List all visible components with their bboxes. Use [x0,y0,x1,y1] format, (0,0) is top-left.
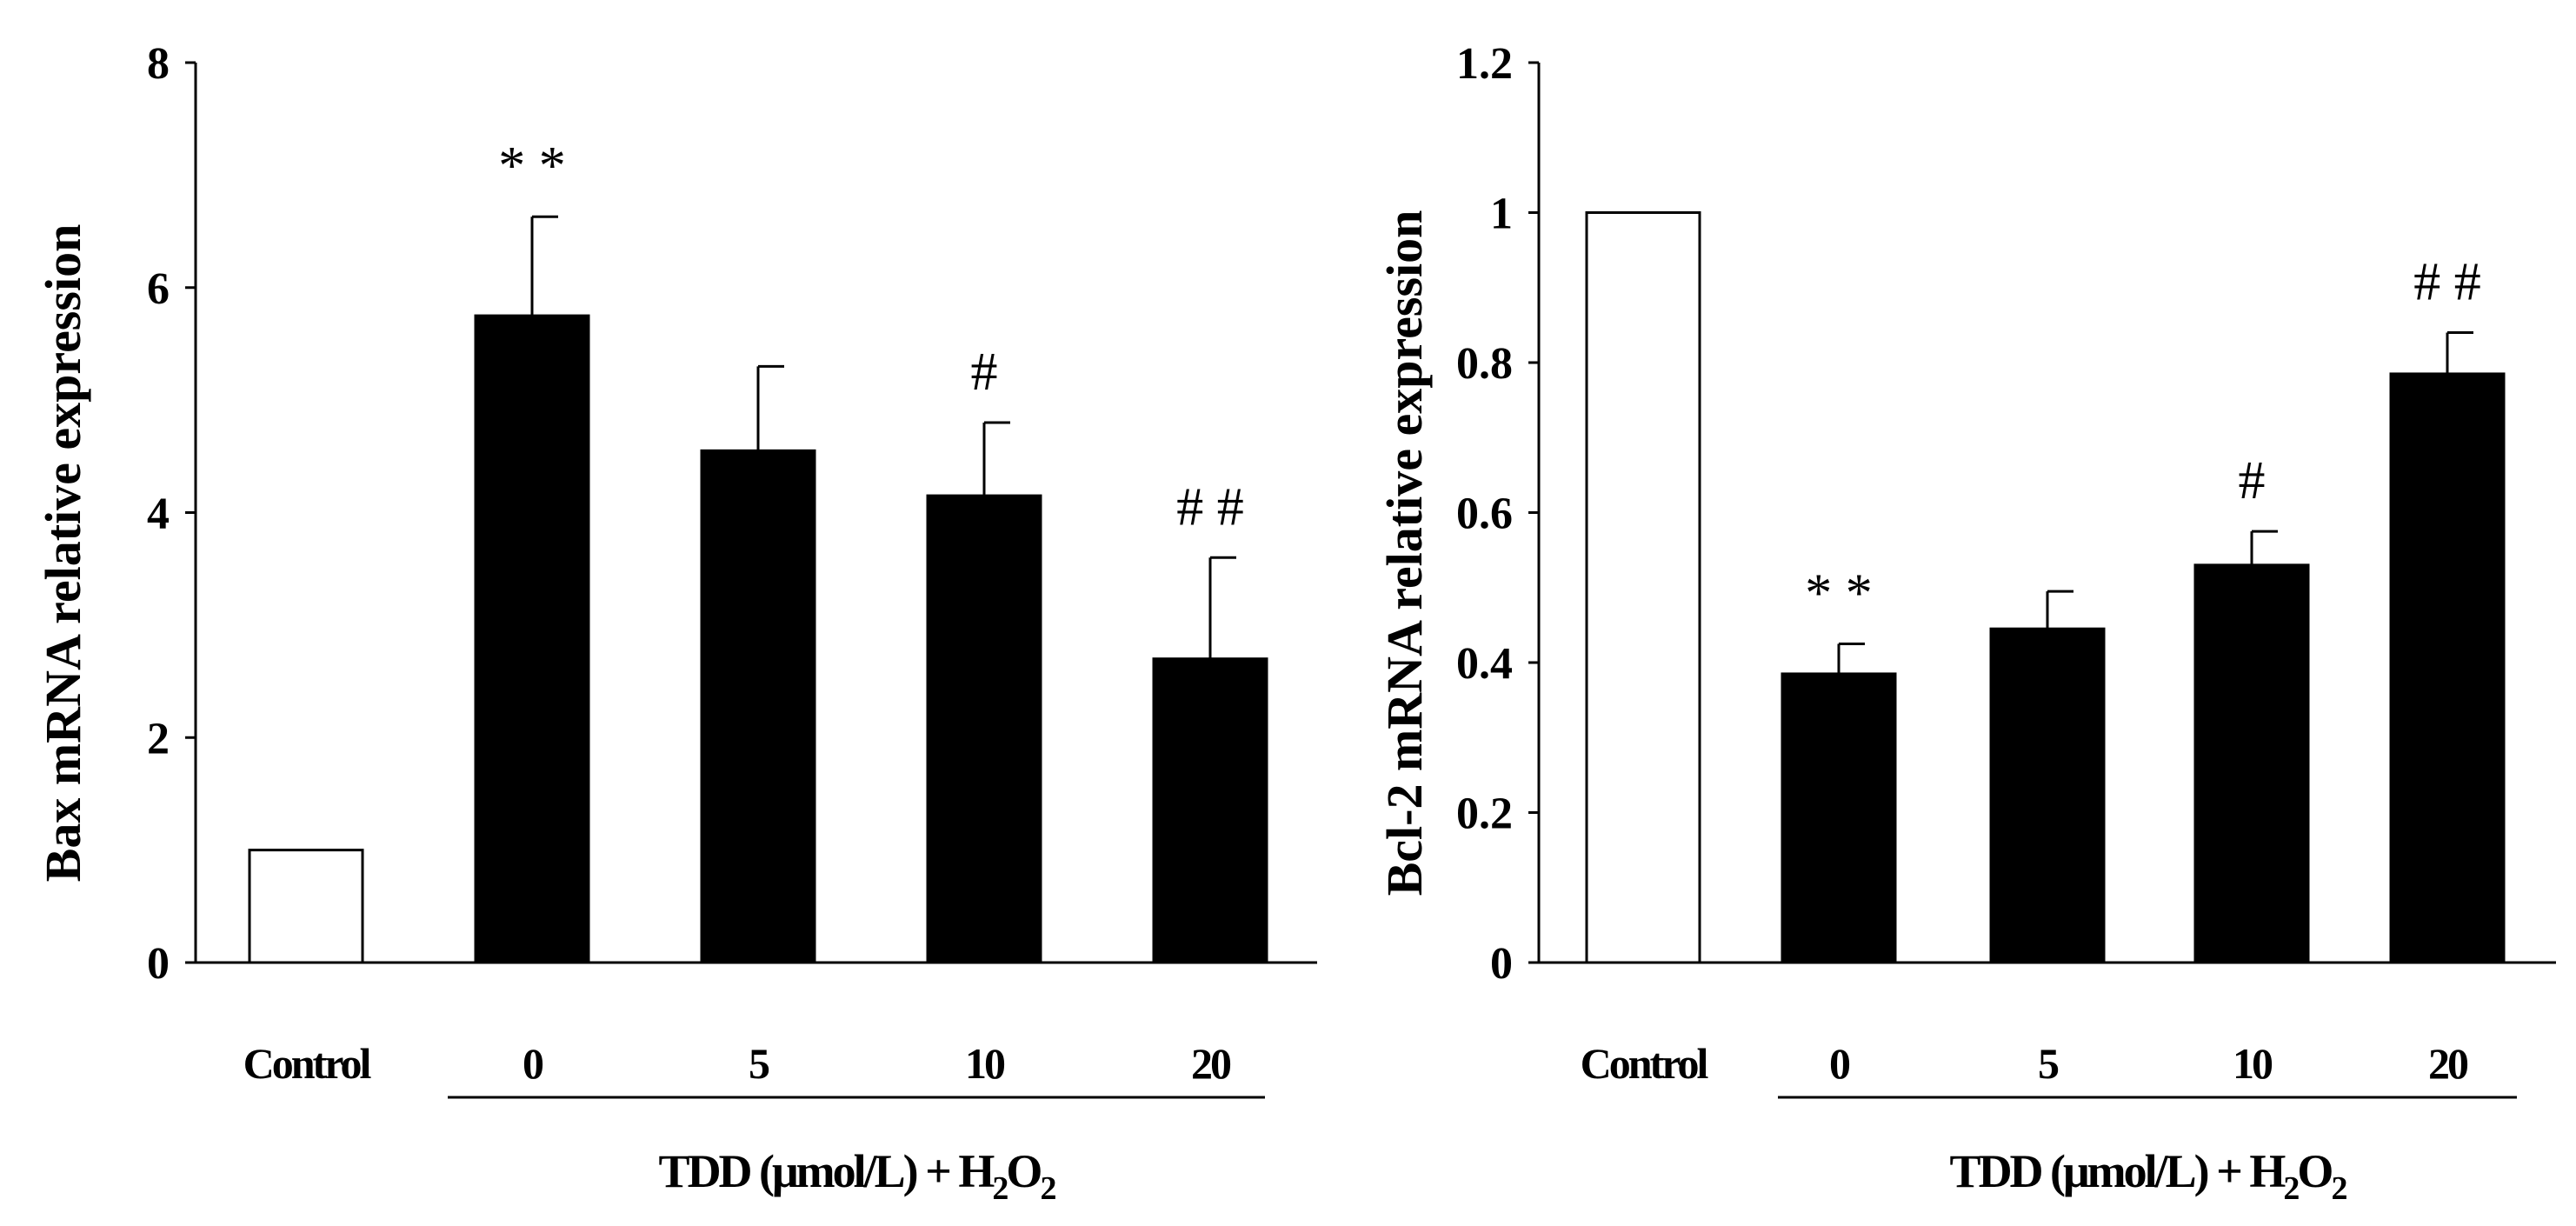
significance-mark: # [2239,451,2266,510]
bcl2-chart: 0 0.2 0.4 0.6 0.8 1 1.2 Bcl-2 mRNA relative exp… [1376,39,2556,1207]
bar-20 [2389,372,2506,964]
category-label: 5 [749,1039,769,1088]
significance-mark: # # [2413,253,2481,312]
y-tick-label: 8 [147,39,170,89]
bar-10 [926,494,1042,964]
bar-10 [2193,563,2310,964]
bax-chart: 0 2 4 6 8 Bax mRNA relative expression Control… [35,39,1317,1207]
significance-mark: * * [498,137,566,196]
y-tick-label: 0 [1490,939,1513,989]
category-label: 0 [1829,1039,1850,1088]
category-label: 5 [2038,1039,2059,1088]
y-tick-label: 2 [147,714,170,763]
significance-mark: * * [1805,563,1873,623]
category-label: 10 [965,1039,1005,1088]
category-label: Control [243,1039,372,1088]
category-label: Control [1581,1039,1709,1088]
y-tick-label: 4 [147,490,170,539]
y-axis-label: Bax mRNA relative expression [35,224,91,883]
y-axis-label: Bcl-2 mRNA relative expression [1376,210,1433,896]
bar-control [248,849,364,964]
category-label: 0 [523,1039,543,1088]
y-tick-label: 0.2 [1456,790,1513,839]
category-label: 20 [2428,1039,2468,1088]
y-tick-label: 6 [147,264,170,314]
significance-mark: # [971,343,998,402]
y-tick-label: 1 [1490,190,1513,239]
category-label: 10 [2233,1039,2273,1088]
group-label: TDD (μmol/L) + H2O2 [659,1145,1056,1207]
y-tick-label: 0.6 [1456,490,1513,539]
bar-0 [1781,672,1897,964]
bar-control [1585,211,1701,964]
significance-mark: # # [1176,477,1244,536]
group-label: TDD (μmol/L) + H2O2 [1950,1145,2347,1207]
bar-0 [474,314,590,964]
bar-5 [700,449,816,964]
y-tick-label: 0.4 [1456,639,1513,689]
category-label: 20 [1191,1039,1231,1088]
y-tick-label: 0.8 [1456,339,1513,389]
y-tick-label: 1.2 [1456,39,1513,89]
bar-20 [1152,657,1268,964]
bar-5 [1989,627,2106,964]
y-tick-label: 0 [147,939,170,989]
